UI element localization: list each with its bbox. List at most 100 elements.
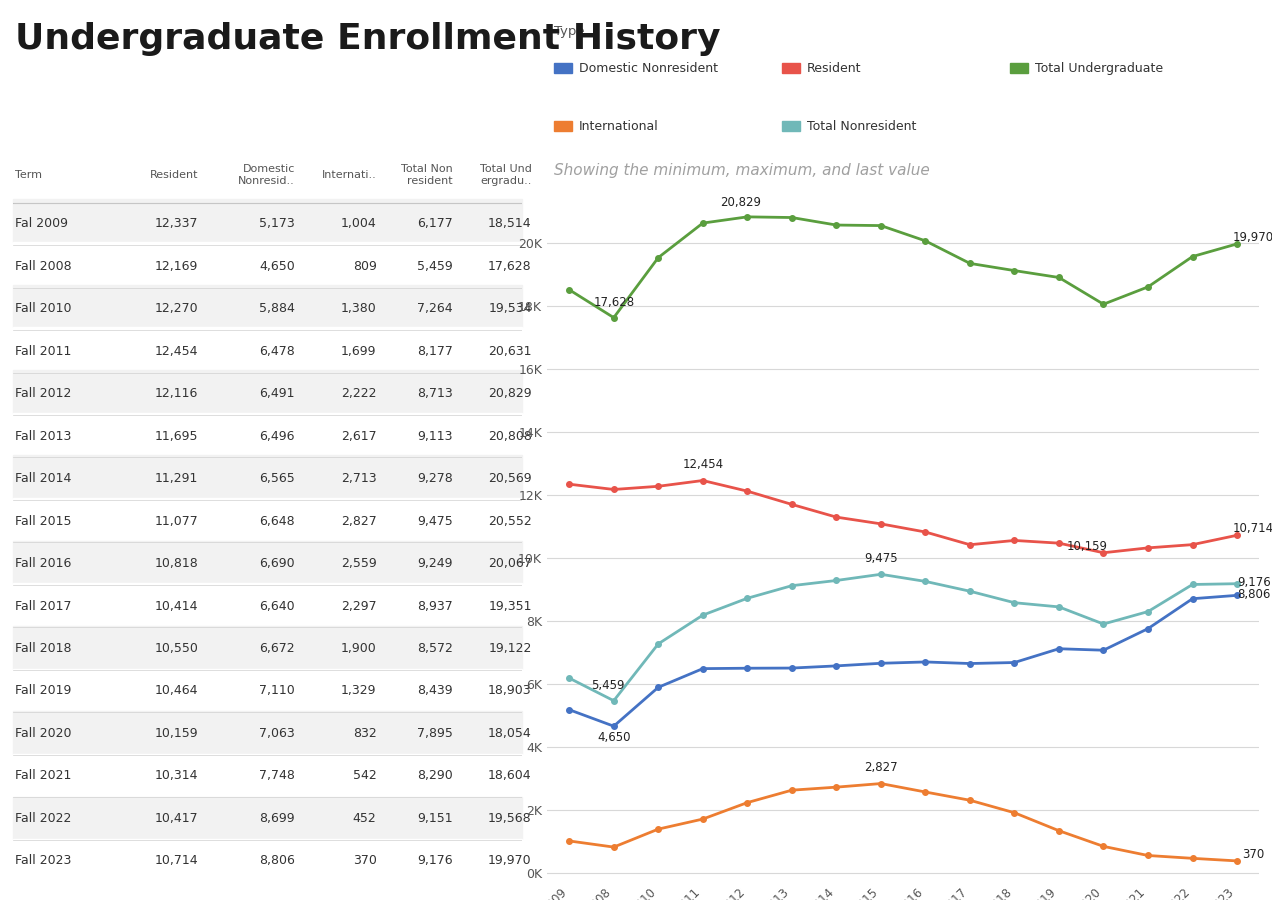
Text: Domestic
Nonresid..: Domestic Nonresid..: [238, 165, 295, 186]
Text: 20,569: 20,569: [488, 472, 532, 485]
Text: 18,604: 18,604: [488, 770, 532, 782]
Line: Total Nonresident: Total Nonresident: [566, 572, 1240, 704]
FancyBboxPatch shape: [555, 63, 572, 74]
Text: 1,380: 1,380: [341, 302, 377, 315]
Text: 12,454: 12,454: [682, 458, 724, 471]
Resident: [1007, 535, 1023, 545]
Total Nonresident: [607, 696, 622, 706]
Domestic Nonresident: [918, 657, 934, 668]
Text: 8,699: 8,699: [259, 812, 295, 824]
Resident: [829, 512, 845, 523]
Bar: [13, 754, 522, 796]
Text: 10,159: 10,159: [155, 727, 198, 740]
Text: 370: 370: [352, 854, 377, 868]
Text: 12,116: 12,116: [155, 387, 198, 400]
Text: 10,414: 10,414: [155, 599, 198, 613]
Text: 7,264: 7,264: [417, 302, 453, 315]
Text: 20,808: 20,808: [488, 429, 532, 443]
Bar: [13, 370, 522, 413]
Text: Fall 2017: Fall 2017: [15, 599, 71, 613]
Total Nonresident: [1007, 598, 1023, 608]
Domestic Nonresident: [740, 662, 756, 673]
Text: 2,713: 2,713: [341, 472, 377, 485]
Text: 10,314: 10,314: [155, 770, 198, 782]
Text: 7,748: 7,748: [259, 770, 295, 782]
Bar: [13, 498, 522, 541]
International: [562, 835, 577, 846]
Text: 2,559: 2,559: [341, 557, 377, 570]
Text: 19,351: 19,351: [488, 599, 532, 613]
Resident: [651, 481, 667, 491]
Text: 12,270: 12,270: [155, 302, 198, 315]
Text: 8,572: 8,572: [417, 642, 453, 655]
Total Undergraduate: [873, 220, 888, 231]
Text: 10,159: 10,159: [1066, 540, 1108, 553]
Total Nonresident: [829, 575, 845, 586]
Text: 19,534: 19,534: [488, 302, 532, 315]
Text: Undergraduate Enrollment History: Undergraduate Enrollment History: [15, 22, 721, 57]
Text: Domestic Nonresident: Domestic Nonresident: [579, 62, 717, 75]
Text: 8,937: 8,937: [417, 599, 453, 613]
Text: 20,067: 20,067: [488, 557, 532, 570]
Text: 7,110: 7,110: [259, 685, 295, 698]
International: [695, 814, 710, 824]
Text: 5,173: 5,173: [259, 218, 295, 230]
International: [963, 795, 978, 806]
Total Nonresident: [740, 593, 756, 604]
Resident: [1186, 539, 1201, 550]
Text: 5,884: 5,884: [259, 302, 295, 315]
Text: 11,077: 11,077: [155, 515, 198, 527]
Text: 11,695: 11,695: [155, 429, 198, 443]
Resident: [784, 499, 799, 509]
Text: 4,650: 4,650: [597, 731, 631, 744]
Total Undergraduate: [1052, 272, 1067, 283]
Text: 9,176: 9,176: [1236, 576, 1271, 590]
Text: 8,806: 8,806: [1236, 588, 1271, 601]
Text: Fall 2013: Fall 2013: [15, 429, 71, 443]
Text: International: International: [579, 120, 659, 132]
International: [651, 824, 667, 834]
Text: 10,417: 10,417: [155, 812, 198, 824]
Bar: [13, 583, 522, 626]
FancyBboxPatch shape: [782, 121, 800, 131]
Text: Fal 2009: Fal 2009: [15, 218, 69, 230]
Text: 4,650: 4,650: [259, 260, 295, 273]
Text: 20,829: 20,829: [488, 387, 532, 400]
Domestic Nonresident: [829, 661, 845, 671]
Domestic Nonresident: [651, 682, 667, 693]
Resident: [562, 479, 577, 490]
Text: 12,169: 12,169: [155, 260, 198, 273]
Text: 452: 452: [352, 812, 377, 824]
Domestic Nonresident: [1229, 590, 1244, 600]
Text: Fall 2019: Fall 2019: [15, 685, 71, 698]
Text: Fall 2016: Fall 2016: [15, 557, 71, 570]
Domestic Nonresident: [607, 721, 622, 732]
Text: 10,550: 10,550: [155, 642, 198, 655]
Bar: [13, 199, 522, 242]
Text: 5,459: 5,459: [591, 680, 625, 692]
International: [1229, 856, 1244, 867]
Text: 11,291: 11,291: [155, 472, 198, 485]
International: [740, 797, 756, 808]
Total Undergraduate: [1141, 282, 1156, 292]
Text: 17,628: 17,628: [488, 260, 532, 273]
Text: Internati..: Internati..: [322, 170, 377, 180]
Total Nonresident: [651, 638, 667, 649]
Total Nonresident: [918, 576, 934, 587]
Text: 5,459: 5,459: [417, 260, 453, 273]
Domestic Nonresident: [784, 662, 799, 673]
Bar: [13, 669, 522, 711]
Text: 10,714: 10,714: [155, 854, 198, 868]
Text: 370: 370: [1243, 848, 1264, 861]
Total Undergraduate: [1096, 299, 1112, 310]
Bar: [13, 242, 522, 284]
Text: 19,970: 19,970: [488, 854, 532, 868]
Total Undergraduate: [651, 252, 667, 263]
Text: 8,290: 8,290: [417, 770, 453, 782]
Text: Total Non
resident: Total Non resident: [401, 165, 453, 186]
Resident: [1096, 547, 1112, 558]
Text: 1,329: 1,329: [341, 685, 377, 698]
Text: 19,122: 19,122: [488, 642, 532, 655]
Bar: [13, 541, 522, 583]
Text: 8,177: 8,177: [417, 345, 453, 358]
